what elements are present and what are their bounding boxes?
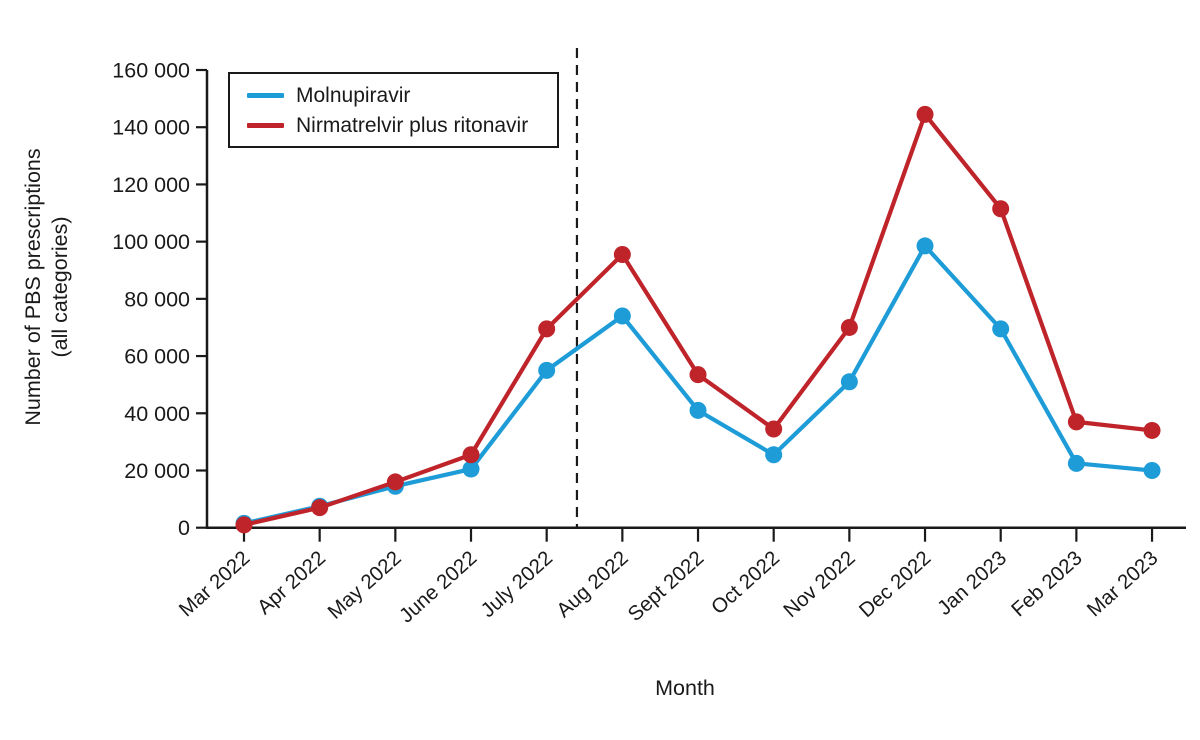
y-tick-label: 60 000 bbox=[124, 345, 190, 369]
data-point-molnupiravir bbox=[462, 460, 480, 478]
nirmatrelvir-line-swatch bbox=[247, 122, 284, 128]
data-point-nirmatrelvir-plus-ritonavir bbox=[235, 516, 253, 534]
data-point-molnupiravir bbox=[840, 373, 858, 391]
x-axis-title: Month bbox=[655, 676, 715, 700]
data-point-nirmatrelvir-plus-ritonavir bbox=[538, 320, 556, 338]
data-point-nirmatrelvir-plus-ritonavir bbox=[311, 499, 329, 517]
data-point-nirmatrelvir-plus-ritonavir bbox=[689, 366, 707, 384]
x-tick-label: Oct 2022 bbox=[707, 546, 784, 619]
data-point-nirmatrelvir-plus-ritonavir bbox=[765, 420, 783, 438]
y-axis-title: Number of PBS prescriptions (all categor… bbox=[20, 148, 74, 425]
x-tick-label: Nov 2022 bbox=[779, 546, 860, 622]
data-point-molnupiravir bbox=[613, 307, 631, 325]
x-tick-label: July 2022 bbox=[476, 546, 557, 622]
data-point-molnupiravir bbox=[1143, 461, 1161, 479]
x-tick-label: Mar 2022 bbox=[175, 546, 255, 621]
legend-item-molnupiravir: Molnupiravir bbox=[247, 85, 557, 106]
y-tick-label: 20 000 bbox=[124, 459, 190, 483]
data-point-molnupiravir bbox=[765, 446, 783, 464]
x-tick-label: Jan 2023 bbox=[933, 546, 1011, 620]
data-point-nirmatrelvir-plus-ritonavir bbox=[992, 200, 1010, 218]
y-tick-label: 120 000 bbox=[112, 173, 190, 197]
data-point-molnupiravir bbox=[689, 401, 707, 419]
y-tick-label: 40 000 bbox=[124, 402, 190, 426]
y-tick-label: 0 bbox=[178, 516, 190, 540]
x-tick-label: Mar 2023 bbox=[1083, 546, 1163, 621]
x-tick-label: Aug 2022 bbox=[552, 546, 633, 622]
data-point-nirmatrelvir-plus-ritonavir bbox=[386, 473, 404, 491]
data-point-molnupiravir bbox=[538, 361, 556, 379]
x-tick-label: Sept 2022 bbox=[624, 546, 709, 626]
legend-label-molnupiravir: Molnupiravir bbox=[296, 83, 411, 107]
x-tick-label: Feb 2023 bbox=[1007, 546, 1087, 621]
y-tick-label: 100 000 bbox=[112, 230, 190, 254]
data-point-nirmatrelvir-plus-ritonavir bbox=[1067, 413, 1085, 431]
data-point-nirmatrelvir-plus-ritonavir bbox=[916, 105, 934, 123]
y-axis-title-line1: Number of PBS prescriptions bbox=[21, 148, 45, 426]
legend-item-nirmatrelvir: Nirmatrelvir plus ritonavir bbox=[247, 115, 557, 136]
x-tick-label: May 2022 bbox=[323, 546, 405, 623]
x-tick-label: June 2022 bbox=[395, 546, 482, 627]
molnupiravir-line-swatch bbox=[247, 92, 284, 98]
x-tick-label: Dec 2022 bbox=[855, 546, 936, 622]
data-point-nirmatrelvir-plus-ritonavir bbox=[613, 246, 631, 264]
data-point-nirmatrelvir-plus-ritonavir bbox=[840, 318, 858, 336]
y-tick-label: 80 000 bbox=[124, 287, 190, 311]
data-point-molnupiravir bbox=[992, 320, 1010, 338]
series-line-molnupiravir bbox=[241, 243, 1155, 526]
data-point-nirmatrelvir-plus-ritonavir bbox=[1143, 421, 1161, 439]
y-tick-label: 140 000 bbox=[112, 116, 190, 140]
legend-label-nirmatrelvir: Nirmatrelvir plus ritonavir bbox=[296, 113, 529, 137]
x-tick-label: Apr 2022 bbox=[253, 546, 330, 619]
y-axis-title-line2: (all categories) bbox=[48, 216, 72, 358]
data-point-nirmatrelvir-plus-ritonavir bbox=[462, 446, 480, 464]
data-point-molnupiravir bbox=[1067, 454, 1085, 472]
legend: Molnupiravir Nirmatrelvir plus ritonavir bbox=[228, 72, 559, 148]
y-tick-label: 160 000 bbox=[112, 59, 190, 83]
data-point-molnupiravir bbox=[916, 237, 934, 255]
series-line-nirmatrelvir-plus-ritonavir bbox=[241, 112, 1155, 527]
